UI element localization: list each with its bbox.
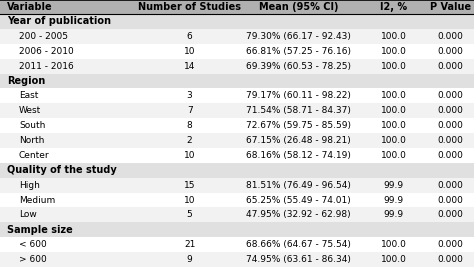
Text: 100.0: 100.0	[381, 32, 406, 41]
Text: 0.000: 0.000	[438, 91, 463, 100]
Text: High: High	[19, 181, 40, 190]
Text: 2011 - 2016: 2011 - 2016	[19, 62, 74, 71]
Bar	[0, 103, 474, 118]
Text: 99.9: 99.9	[383, 195, 403, 205]
Text: 69.39% (60.53 - 78.25): 69.39% (60.53 - 78.25)	[246, 62, 351, 71]
Text: 100.0: 100.0	[381, 62, 406, 71]
Text: 100.0: 100.0	[381, 121, 406, 130]
Text: I2, %: I2, %	[380, 2, 407, 12]
Text: 99.9: 99.9	[383, 210, 403, 219]
Text: 3: 3	[187, 91, 192, 100]
Text: 0.000: 0.000	[438, 106, 463, 115]
Text: East: East	[19, 91, 38, 100]
Text: 68.16% (58.12 - 74.19): 68.16% (58.12 - 74.19)	[246, 151, 351, 160]
Text: < 600: < 600	[19, 240, 47, 249]
Bar	[0, 133, 474, 148]
Text: Region: Region	[7, 76, 46, 86]
Text: 14: 14	[184, 62, 195, 71]
Text: 0.000: 0.000	[438, 151, 463, 160]
Text: Center: Center	[19, 151, 50, 160]
Text: 10: 10	[184, 195, 195, 205]
Text: Medium: Medium	[19, 195, 55, 205]
Bar	[0, 193, 474, 207]
Text: Variable: Variable	[7, 2, 53, 12]
Text: 10: 10	[184, 47, 195, 56]
Text: 74.95% (63.61 - 86.34): 74.95% (63.61 - 86.34)	[246, 255, 351, 264]
Text: 81.51% (76.49 - 96.54): 81.51% (76.49 - 96.54)	[246, 181, 351, 190]
Text: 68.66% (64.67 - 75.54): 68.66% (64.67 - 75.54)	[246, 240, 351, 249]
Text: 2006 - 2010: 2006 - 2010	[19, 47, 74, 56]
Bar	[0, 0, 474, 14]
Text: 100.0: 100.0	[381, 151, 406, 160]
Text: 67.15% (26.48 - 98.21): 67.15% (26.48 - 98.21)	[246, 136, 351, 145]
Bar	[0, 88, 474, 103]
Text: 21: 21	[184, 240, 195, 249]
Text: West: West	[19, 106, 41, 115]
Bar	[0, 14, 474, 29]
Text: 0.000: 0.000	[438, 255, 463, 264]
Bar	[0, 222, 474, 237]
Bar	[0, 59, 474, 74]
Bar	[0, 163, 474, 178]
Bar	[0, 178, 474, 193]
Text: 100.0: 100.0	[381, 47, 406, 56]
Text: 79.30% (66.17 - 92.43): 79.30% (66.17 - 92.43)	[246, 32, 351, 41]
Text: 100.0: 100.0	[381, 136, 406, 145]
Text: Quality of the study: Quality of the study	[7, 165, 117, 175]
Text: 99.9: 99.9	[383, 181, 403, 190]
Text: 10: 10	[184, 151, 195, 160]
Text: 6: 6	[187, 32, 192, 41]
Text: 5: 5	[187, 210, 192, 219]
Text: 0.000: 0.000	[438, 240, 463, 249]
Text: 66.81% (57.25 - 76.16): 66.81% (57.25 - 76.16)	[246, 47, 351, 56]
Text: 0.000: 0.000	[438, 210, 463, 219]
Text: P Value: P Value	[430, 2, 471, 12]
Text: 79.17% (60.11 - 98.22): 79.17% (60.11 - 98.22)	[246, 91, 351, 100]
Text: 8: 8	[187, 121, 192, 130]
Text: 15: 15	[184, 181, 195, 190]
Bar	[0, 118, 474, 133]
Text: 200 - 2005: 200 - 2005	[19, 32, 68, 41]
Text: 7: 7	[187, 106, 192, 115]
Bar	[0, 44, 474, 59]
Bar	[0, 148, 474, 163]
Text: Low: Low	[19, 210, 36, 219]
Text: Mean (95% CI): Mean (95% CI)	[259, 2, 338, 12]
Text: > 600: > 600	[19, 255, 47, 264]
Text: 100.0: 100.0	[381, 255, 406, 264]
Text: 0.000: 0.000	[438, 47, 463, 56]
Text: North: North	[19, 136, 45, 145]
Text: 65.25% (55.49 - 74.01): 65.25% (55.49 - 74.01)	[246, 195, 351, 205]
Text: South: South	[19, 121, 46, 130]
Text: 100.0: 100.0	[381, 106, 406, 115]
Text: Number of Studies: Number of Studies	[138, 2, 241, 12]
Text: 9: 9	[187, 255, 192, 264]
Bar	[0, 252, 474, 267]
Text: Year of publication: Year of publication	[7, 17, 111, 26]
Text: 47.95% (32.92 - 62.98): 47.95% (32.92 - 62.98)	[246, 210, 351, 219]
Bar	[0, 237, 474, 252]
Bar	[0, 207, 474, 222]
Text: 72.67% (59.75 - 85.59): 72.67% (59.75 - 85.59)	[246, 121, 351, 130]
Text: 0.000: 0.000	[438, 181, 463, 190]
Text: 0.000: 0.000	[438, 136, 463, 145]
Text: 71.54% (58.71 - 84.37): 71.54% (58.71 - 84.37)	[246, 106, 351, 115]
Text: 100.0: 100.0	[381, 91, 406, 100]
Bar	[0, 74, 474, 88]
Text: 2: 2	[187, 136, 192, 145]
Bar	[0, 29, 474, 44]
Text: Sample size: Sample size	[7, 225, 73, 235]
Text: 0.000: 0.000	[438, 32, 463, 41]
Text: 100.0: 100.0	[381, 240, 406, 249]
Text: 0.000: 0.000	[438, 195, 463, 205]
Text: 0.000: 0.000	[438, 121, 463, 130]
Text: 0.000: 0.000	[438, 62, 463, 71]
